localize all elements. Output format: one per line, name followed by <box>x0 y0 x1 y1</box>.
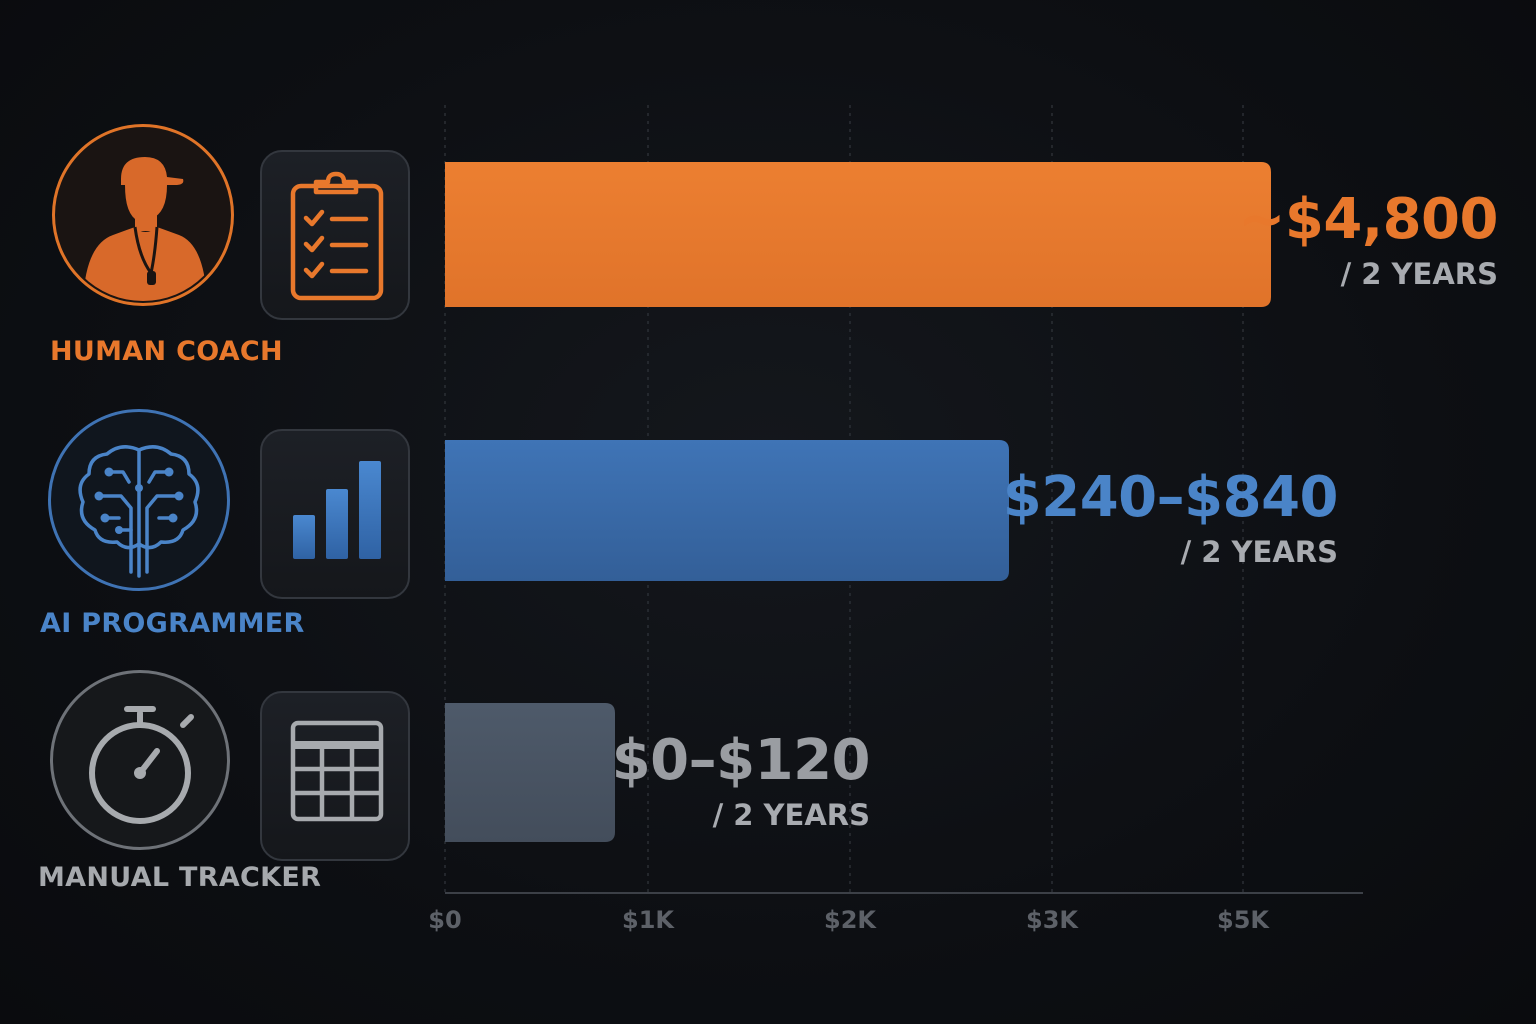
x-tick-label: $0 <box>428 906 462 934</box>
bar-manual-tracker <box>445 703 615 842</box>
human-coach-avatar <box>52 124 234 306</box>
coach-icon <box>83 157 207 301</box>
tier-label-ai-programmer: AI PROGRAMMER <box>40 608 305 639</box>
x-tick-label: $3K <box>1026 906 1078 934</box>
value-main-human-coach: ~$4,800 <box>1238 187 1498 252</box>
x-tick-label: $2K <box>824 906 876 934</box>
x-tick-label: $1K <box>622 906 674 934</box>
value-sub-manual-tracker: / 2 YEARS <box>712 798 870 832</box>
human-coach-tile <box>260 150 410 320</box>
x-tick-label: $5K <box>1217 906 1269 934</box>
value-label-manual-tracker: $0–$120 / 2 YEARS <box>611 728 871 832</box>
clipboard-checklist-icon <box>290 171 384 301</box>
bar-ai-programmer <box>445 440 1009 581</box>
tier-label-human-coach: HUMAN COACH <box>50 336 283 367</box>
value-label-human-coach: ~$4,800 / 2 YEARS <box>1238 192 1498 289</box>
value-sub-ai-programmer: / 2 YEARS <box>1180 535 1338 569</box>
ai-programmer-avatar <box>48 409 230 591</box>
value-label-ai-programmer: $240–$840 / 2 YEARS <box>1002 465 1339 569</box>
brain-circuit-icon <box>78 445 200 578</box>
value-sub-human-coach: / 2 YEARS <box>1340 257 1498 291</box>
bar-human-coach <box>445 162 1271 307</box>
stopwatch-icon <box>89 706 194 824</box>
manual-tracker-avatar <box>50 670 230 850</box>
spreadsheet-icon <box>290 720 384 822</box>
value-main-manual-tracker: $0–$120 <box>611 728 871 793</box>
value-main-ai-programmer: $240–$840 <box>1002 465 1339 530</box>
manual-tracker-tile <box>260 691 410 861</box>
bar-chart-icon <box>293 461 381 559</box>
ai-programmer-tile <box>260 429 410 599</box>
tier-label-manual-tracker: MANUAL TRACKER <box>38 862 322 893</box>
